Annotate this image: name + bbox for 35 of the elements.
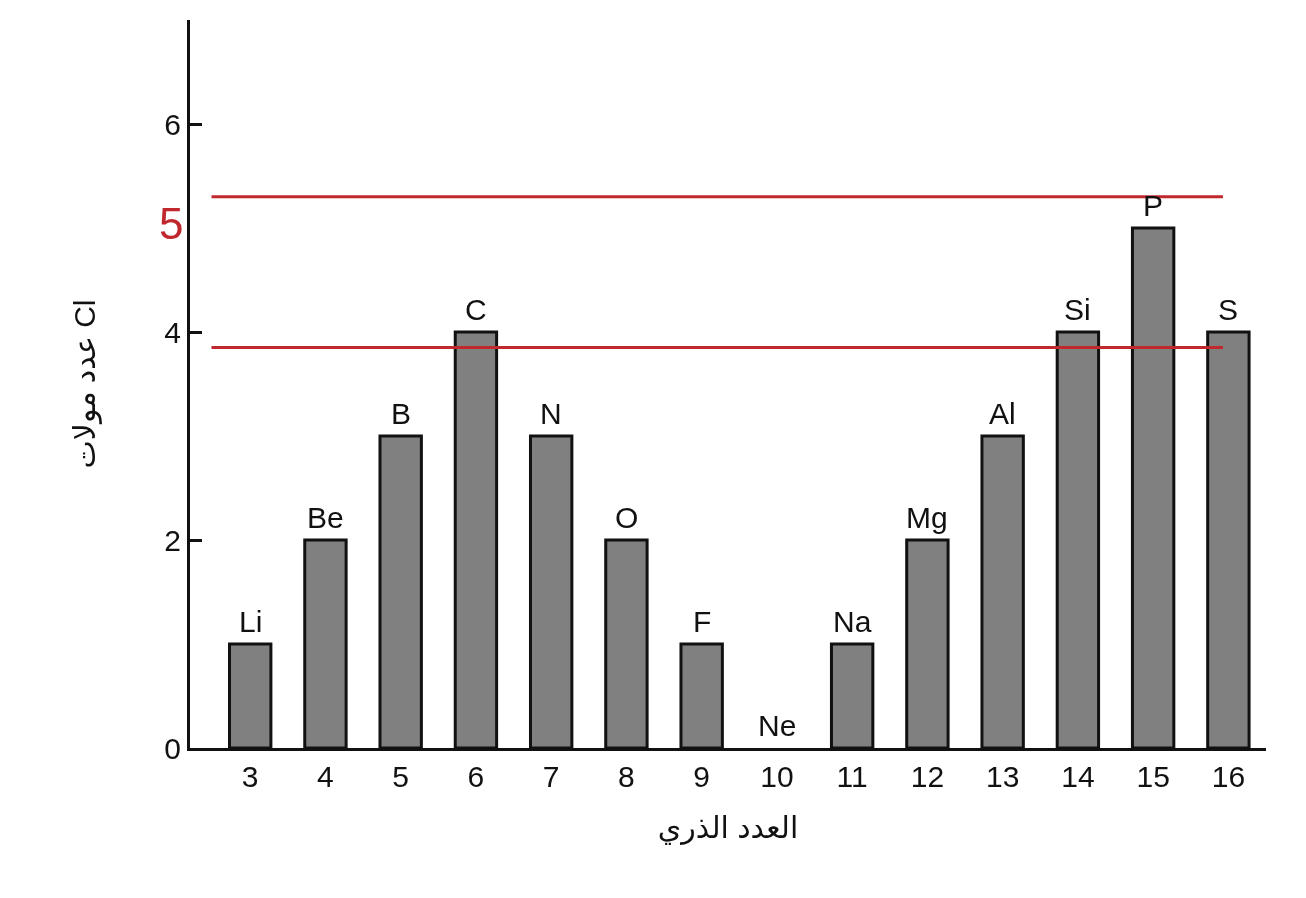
y-tick-label: 6 [164,107,181,141]
ref-line-label: 5 [159,199,184,248]
y-axis-title: عدد مولات Cl [68,299,103,469]
x-tick-label: 6 [467,760,485,793]
x-tick-label: 5 [392,760,410,793]
x-tick-label: 9 [693,760,710,793]
annotation: Al [989,397,1016,430]
y-tick-label: 0 [164,731,181,765]
annotation: Na [833,605,872,638]
annotation: O [615,501,639,534]
x-tick-label: 3 [241,760,259,793]
x-tick-label: 11 [836,760,868,793]
annotation: P [1143,189,1164,222]
x-tick-label: 8 [618,760,635,793]
x-tick-label: 7 [542,760,560,793]
annotation: S [1218,293,1239,326]
annotation: Si [1064,293,1091,326]
y-tick-label: 4 [164,315,181,349]
x-tick-label: 4 [317,760,334,793]
annotation: Mg [906,501,948,534]
x-tick-label: 15 [1136,760,1170,793]
x-tick-label: 14 [1061,760,1095,793]
annotation: Be [307,501,344,534]
annotation: B [391,397,412,430]
x-tick-label: 16 [1211,760,1246,793]
annotation: Li [239,605,263,638]
x-tick-label: 10 [760,760,794,793]
y-tick-label: 2 [164,523,181,557]
annotation: C [465,293,487,326]
annotation: N [540,397,562,430]
x-tick-label: 12 [910,760,945,793]
x-tick-label: 13 [985,760,1020,793]
x-axis-title: العدد الذري [657,810,799,845]
annotation: Ne [758,709,797,742]
annotation: F [693,605,712,638]
